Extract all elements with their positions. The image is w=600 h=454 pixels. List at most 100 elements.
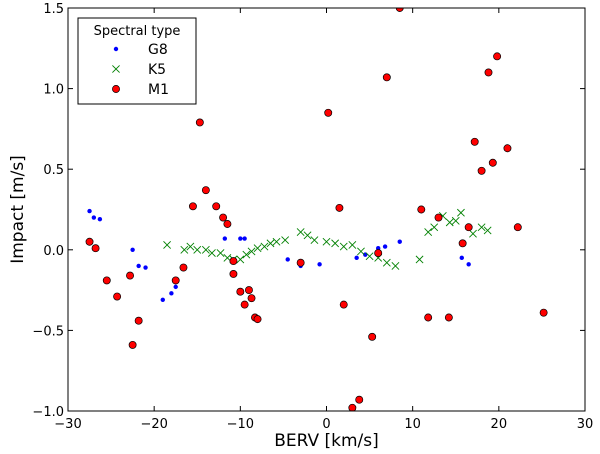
point-G8 [87, 209, 91, 213]
y-tick-label: −0.5 [32, 324, 64, 339]
point-G8 [130, 248, 134, 252]
point-M1 [383, 74, 390, 81]
point-K5 [349, 241, 356, 248]
point-M1 [435, 214, 442, 221]
point-G8 [223, 236, 227, 240]
point-M1 [504, 145, 511, 152]
point-M1 [114, 293, 121, 300]
point-G8 [238, 236, 242, 240]
point-M1 [459, 240, 466, 247]
point-G8 [286, 257, 290, 261]
point-M1 [489, 159, 496, 166]
point-K5 [297, 228, 304, 235]
point-G8 [317, 262, 321, 266]
x-axis-label: BERV [km/s] [274, 431, 379, 451]
y-tick-label: −1.0 [32, 405, 64, 420]
point-M1 [230, 257, 237, 264]
point-G8 [460, 256, 464, 260]
point-K5 [431, 224, 438, 231]
point-K5 [304, 232, 311, 239]
point-M1 [129, 341, 136, 348]
x-tick-label: −20 [140, 417, 167, 432]
legend-marker-G8 [114, 47, 118, 51]
point-M1 [425, 314, 432, 321]
point-M1 [103, 277, 110, 284]
x-tick-label: 0 [322, 417, 330, 432]
x-tick-label: 30 [577, 417, 594, 432]
point-M1 [445, 314, 452, 321]
point-M1 [172, 277, 179, 284]
point-G8 [161, 298, 165, 302]
point-G8 [136, 264, 140, 268]
point-K5 [323, 238, 330, 245]
point-K5 [425, 228, 432, 235]
point-G8 [466, 262, 470, 266]
point-M1 [375, 249, 382, 256]
point-M1 [485, 69, 492, 76]
point-G8 [174, 285, 178, 289]
y-axis-label: Impact [m/s] [8, 155, 28, 264]
point-K5 [273, 238, 280, 245]
point-M1 [241, 301, 248, 308]
point-K5 [383, 259, 390, 266]
point-M1 [220, 214, 227, 221]
point-G8 [169, 291, 173, 295]
x-tick-label: 10 [404, 417, 421, 432]
point-M1 [540, 309, 547, 316]
point-M1 [202, 187, 209, 194]
point-K5 [452, 217, 459, 224]
point-G8 [354, 256, 358, 260]
point-M1 [245, 287, 252, 294]
point-M1 [418, 206, 425, 213]
y-tick-label: 0.5 [43, 163, 64, 178]
point-K5 [357, 248, 364, 255]
series-G8 [87, 209, 471, 302]
point-M1 [248, 295, 255, 302]
point-K5 [217, 249, 224, 256]
point-M1 [196, 119, 203, 126]
point-M1 [237, 288, 244, 295]
point-K5 [416, 256, 423, 263]
legend: Spectral type G8 K5 M1 [78, 18, 196, 104]
point-M1 [230, 270, 237, 277]
point-M1 [297, 259, 304, 266]
point-K5 [457, 209, 464, 216]
point-M1 [325, 109, 332, 116]
point-M1 [224, 220, 231, 227]
point-K5 [163, 241, 170, 248]
point-M1 [349, 404, 356, 411]
legend-label-M1: M1 [148, 82, 169, 98]
point-M1 [465, 224, 472, 231]
point-K5 [340, 243, 347, 250]
point-K5 [392, 262, 399, 269]
point-K5 [237, 256, 244, 263]
legend-marker-M1 [112, 85, 119, 92]
point-M1 [92, 245, 99, 252]
point-G8 [92, 215, 96, 219]
point-M1 [356, 396, 363, 403]
point-K5 [366, 253, 373, 260]
legend-title: Spectral type [94, 24, 181, 39]
y-tick-label: 1.0 [43, 83, 64, 98]
point-G8 [143, 265, 147, 269]
legend-label-G8: G8 [148, 42, 168, 58]
point-K5 [332, 240, 339, 247]
point-M1 [369, 333, 376, 340]
y-tick-label: 0.0 [43, 244, 64, 259]
point-M1 [471, 138, 478, 145]
point-M1 [126, 272, 133, 279]
legend-label-K5: K5 [148, 62, 166, 78]
point-M1 [213, 203, 220, 210]
point-M1 [189, 203, 196, 210]
point-M1 [340, 301, 347, 308]
x-tick-label: −10 [227, 417, 254, 432]
point-G8 [383, 244, 387, 248]
point-K5 [446, 219, 453, 226]
point-K5 [469, 230, 476, 237]
point-M1 [336, 204, 343, 211]
point-M1 [478, 167, 485, 174]
scatter-chart: −30 −20 −10 0 10 20 30−1.0−0.50.00.51.01.5 BER… [0, 0, 600, 454]
point-K5 [194, 246, 201, 253]
point-M1 [254, 316, 261, 323]
x-tick-label: 20 [491, 417, 508, 432]
